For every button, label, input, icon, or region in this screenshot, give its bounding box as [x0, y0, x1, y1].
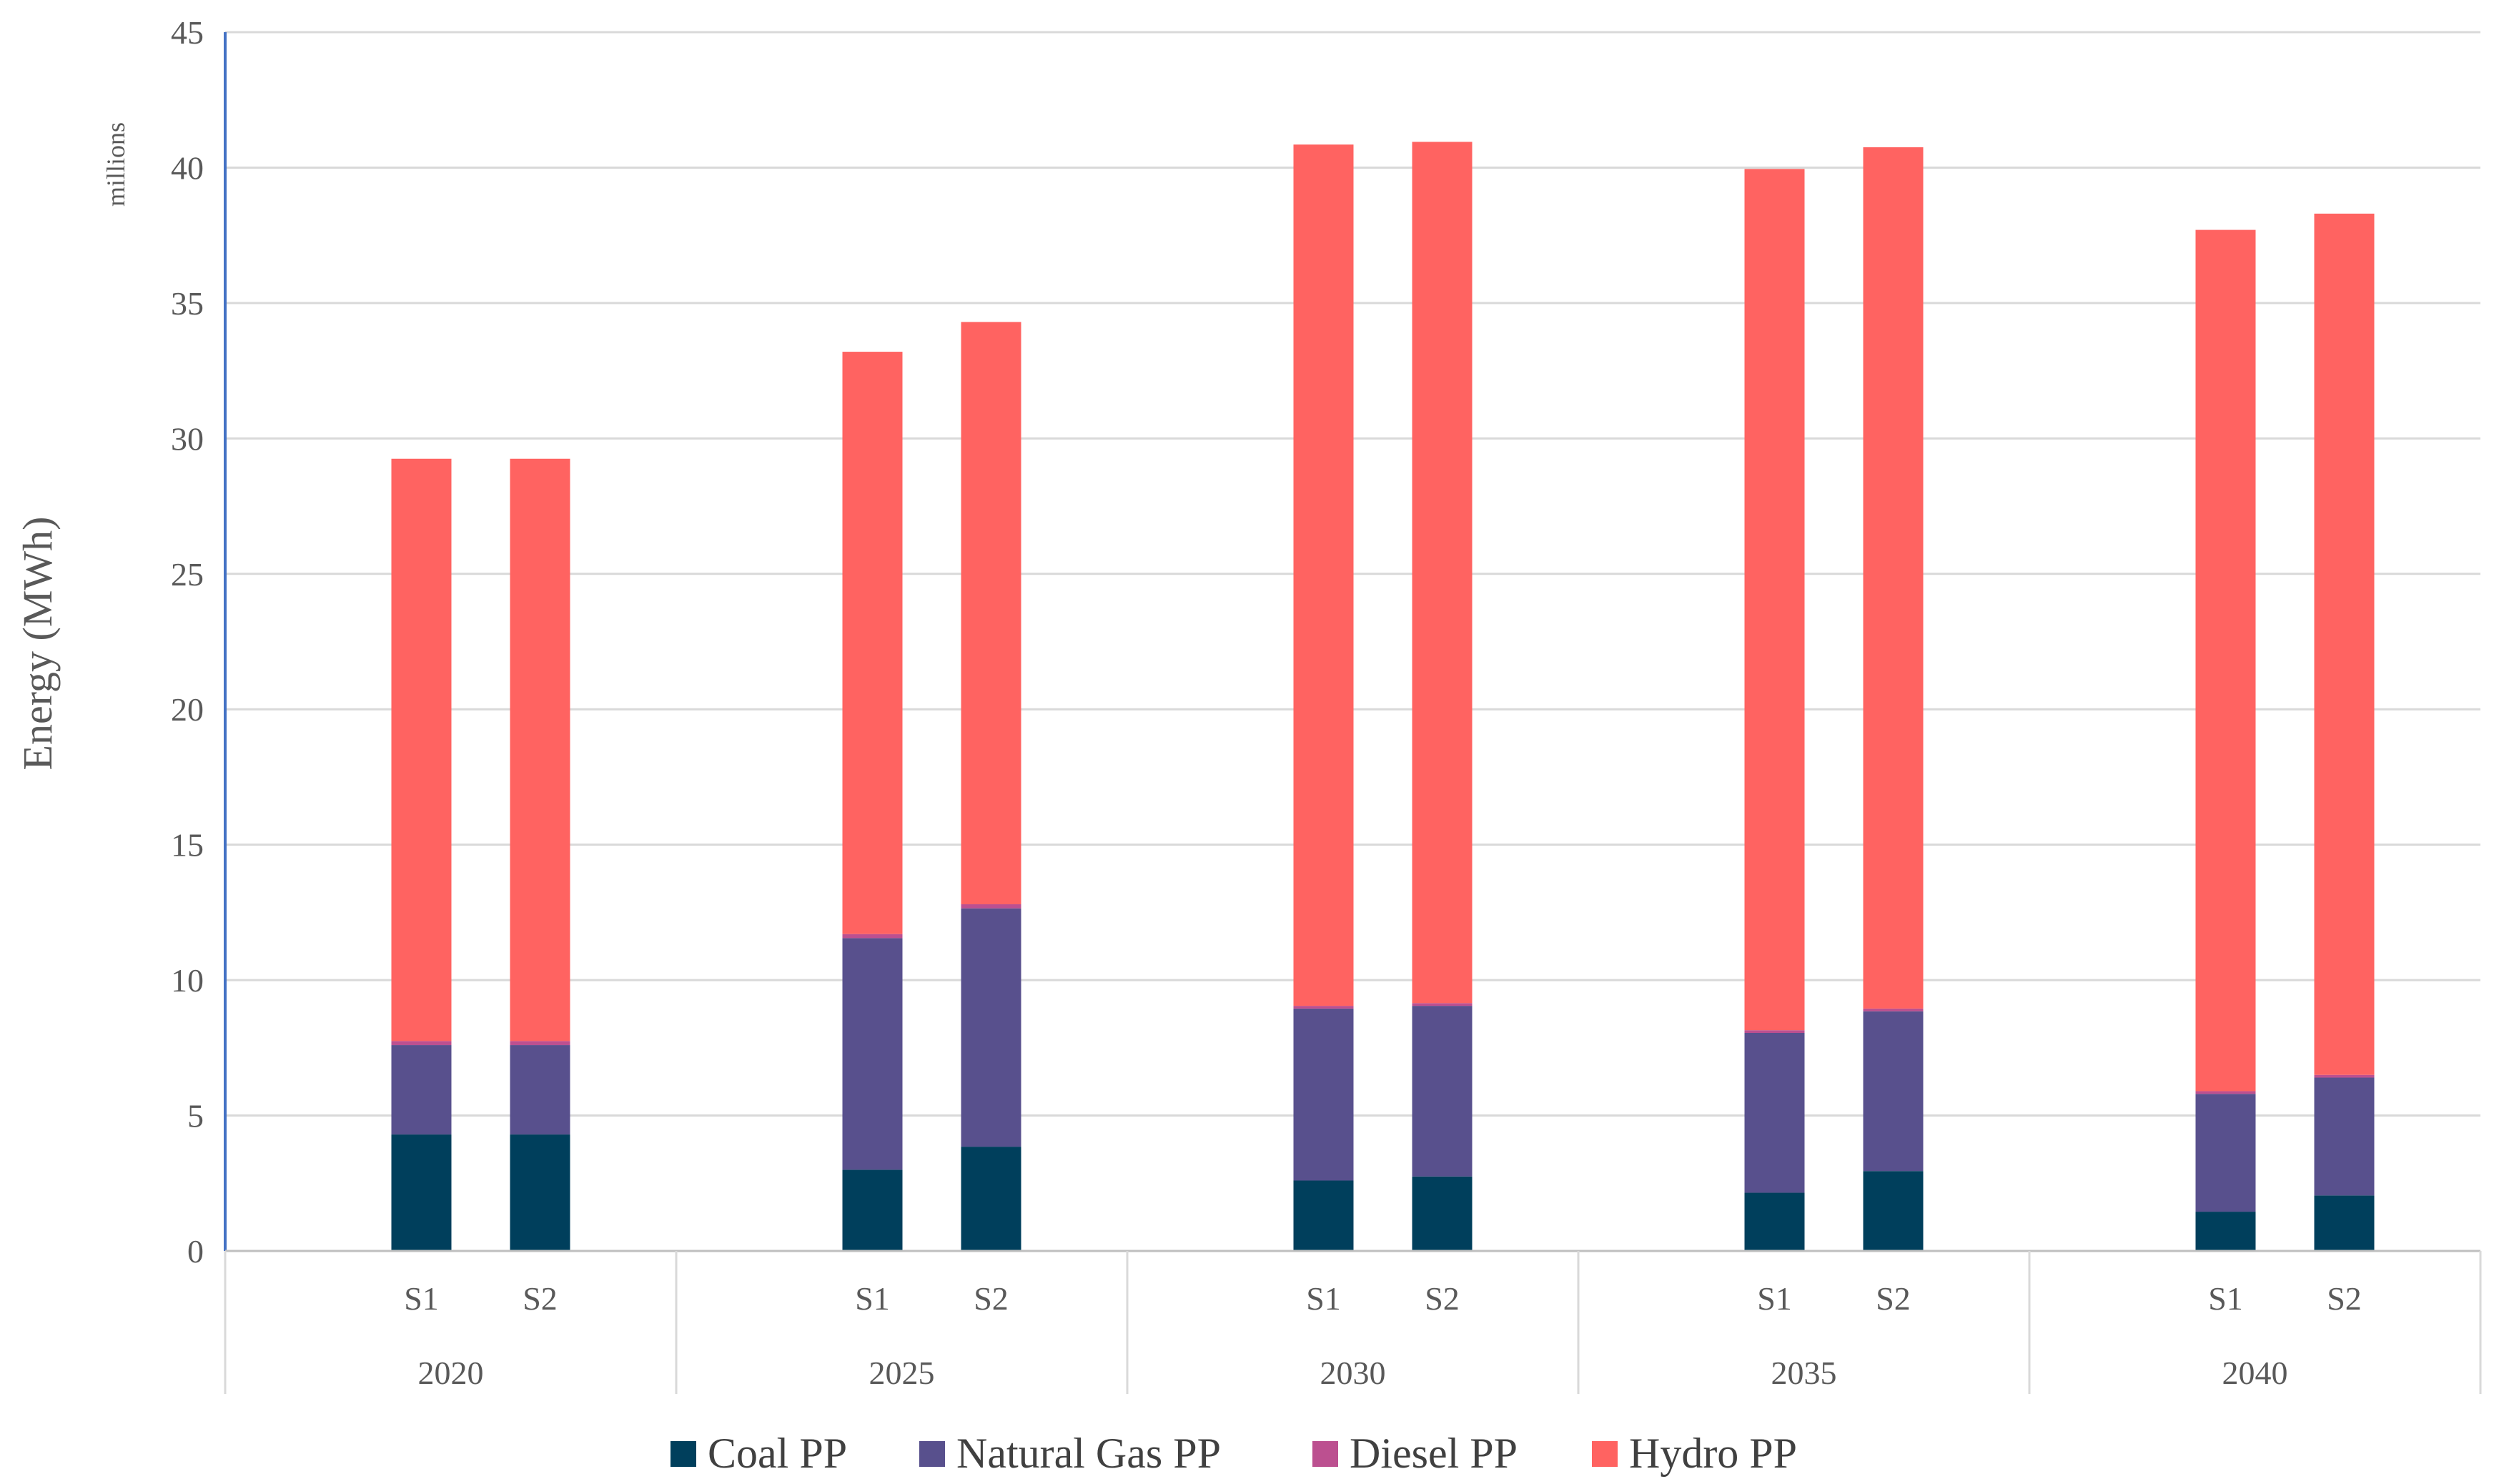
year-label: 2025: [869, 1355, 935, 1391]
bar-segment-natural-gas-pp: [1293, 1008, 1354, 1181]
bar-segment-diesel-pp: [2195, 1091, 2256, 1094]
y-tick-label: 10: [171, 962, 204, 999]
bar-segment-diesel-pp: [1744, 1030, 1805, 1033]
scenario-label: S2: [2327, 1280, 2362, 1317]
legend-label: Coal PP: [708, 1430, 847, 1477]
y-tick-labels: 0 5 10 15 20 25 30 35 40 45: [171, 14, 204, 1270]
legend-swatch: [919, 1441, 945, 1467]
bar-segment-diesel-pp: [1863, 1008, 1924, 1011]
y-tick-label: 45: [171, 14, 204, 51]
bar-segment-diesel-pp: [2314, 1074, 2375, 1078]
bar-segment-coal-pp: [1863, 1171, 1924, 1251]
y-tick-label: 15: [171, 827, 204, 864]
bar-segment-hydro-pp: [510, 458, 570, 1042]
bars: [391, 142, 2375, 1251]
bar-segment-diesel-pp: [510, 1041, 570, 1046]
bar-segment-diesel-pp: [391, 1041, 452, 1046]
scenario-label: S1: [855, 1280, 890, 1317]
bar-segment-coal-pp: [391, 1134, 452, 1251]
bar-segment-natural-gas-pp: [391, 1045, 452, 1135]
bar-segment-natural-gas-pp: [1744, 1032, 1805, 1193]
bar-segment-coal-pp: [2314, 1195, 2375, 1251]
bar-segment-coal-pp: [842, 1169, 903, 1251]
bar-segment-natural-gas-pp: [2314, 1077, 2375, 1196]
bar-segment-coal-pp: [510, 1134, 570, 1251]
scenario-label: S1: [404, 1280, 439, 1317]
legend-swatch: [1312, 1441, 1338, 1467]
y-tick-label: 20: [171, 691, 204, 728]
year-label: 2040: [2222, 1355, 2288, 1391]
bar-segment-diesel-pp: [1412, 1003, 1473, 1006]
bar-segment-coal-pp: [961, 1147, 1021, 1251]
year-label: 2020: [418, 1355, 484, 1391]
scenario-label: S2: [1876, 1280, 1911, 1317]
scenario-label: S1: [2208, 1280, 2243, 1317]
scenario-label: S1: [1757, 1280, 1792, 1317]
bar-segment-natural-gas-pp: [842, 938, 903, 1170]
units-label: millions: [102, 122, 130, 207]
bar-segment-hydro-pp: [1412, 142, 1473, 1004]
bar-segment-diesel-pp: [961, 904, 1021, 909]
x-category-labels: 2020 S1 S2 2025 S1 S2 2030 S1 S2 2035 S1 S2 2040 S1 S2: [404, 1280, 2362, 1391]
y-tick-label: 40: [171, 149, 204, 186]
legend-label: Diesel PP: [1350, 1430, 1518, 1477]
axes: [224, 32, 2482, 1394]
legend-swatch: [670, 1441, 696, 1467]
bar-segment-natural-gas-pp: [510, 1045, 570, 1135]
legend-swatch: [1592, 1441, 1618, 1467]
bar-segment-hydro-pp: [961, 322, 1021, 905]
bar-segment-hydro-pp: [1293, 144, 1354, 1006]
bar-segment-coal-pp: [2195, 1212, 2256, 1251]
bar-segment-coal-pp: [1412, 1176, 1473, 1251]
bar-segment-hydro-pp: [2314, 213, 2375, 1075]
year-label: 2030: [1320, 1355, 1386, 1391]
bar-segment-natural-gas-pp: [2195, 1094, 2256, 1212]
bar-segment-coal-pp: [1293, 1180, 1354, 1251]
y-tick-label: 0: [187, 1233, 204, 1270]
legend: Coal PP Natural Gas PP Diesel PP Hydro PP: [670, 1430, 1797, 1477]
legend-label: Hydro PP: [1629, 1430, 1797, 1477]
year-label: 2035: [1771, 1355, 1837, 1391]
bar-segment-diesel-pp: [1293, 1006, 1354, 1009]
y-tick-label: 5: [187, 1098, 204, 1134]
bar-segment-hydro-pp: [842, 352, 903, 934]
scenario-label: S2: [974, 1280, 1009, 1317]
bar-segment-natural-gas-pp: [1412, 1006, 1473, 1177]
scenario-label: S2: [1425, 1280, 1460, 1317]
bar-segment-diesel-pp: [842, 934, 903, 939]
legend-label: Natural Gas PP: [956, 1430, 1221, 1477]
y-tick-label: 30: [171, 420, 204, 457]
y-axis-title: Energy (MWh): [14, 517, 61, 771]
y-tick-label: 25: [171, 556, 204, 593]
scenario-label: S2: [523, 1280, 558, 1317]
bar-segment-hydro-pp: [1744, 169, 1805, 1031]
bar-segment-hydro-pp: [2195, 229, 2256, 1092]
scenario-label: S1: [1306, 1280, 1341, 1317]
bar-segment-hydro-pp: [391, 458, 452, 1042]
y-tick-label: 35: [171, 285, 204, 322]
bar-segment-hydro-pp: [1863, 147, 1924, 1009]
bar-segment-natural-gas-pp: [1863, 1011, 1924, 1172]
bar-segment-coal-pp: [1744, 1192, 1805, 1251]
bar-segment-natural-gas-pp: [961, 908, 1021, 1147]
